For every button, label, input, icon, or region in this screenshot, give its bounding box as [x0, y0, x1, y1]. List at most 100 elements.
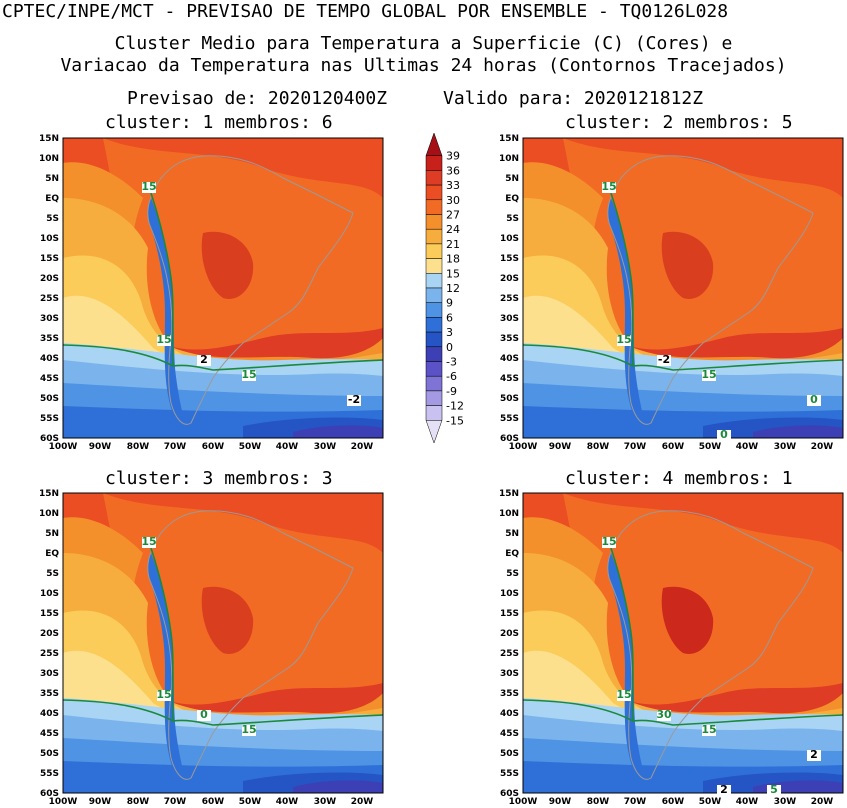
contour-label-bg [347, 395, 361, 406]
lat-tick-label: 45S [500, 374, 519, 384]
coastline [607, 510, 814, 780]
colorbar-label: -15 [446, 414, 464, 427]
lat-tick-label: 55S [500, 414, 519, 424]
lon-tick-label: 90W [89, 797, 112, 807]
lat-tick-label: 60S [40, 434, 59, 444]
colorbar-segment [425, 133, 443, 156]
lat-tick-label: 35S [40, 334, 59, 344]
lon-tick-label: 70W [624, 797, 647, 807]
lon-tick-label: 30W [774, 797, 797, 807]
lon-tick-label: 60W [202, 442, 225, 452]
lat-tick-label: 10N [39, 154, 59, 164]
lat-tick-label: 20S [40, 629, 59, 639]
contour-label-bg [157, 690, 171, 701]
contour-15c [523, 192, 843, 371]
colorbar-label: 24 [446, 223, 460, 236]
contour-label-bg [702, 370, 716, 381]
temperature-band [753, 425, 843, 438]
colorbar-label: -9 [446, 385, 457, 398]
lon-tick-label: 90W [89, 442, 112, 452]
temperature-band [293, 780, 383, 793]
lat-tick-label: 25S [500, 294, 519, 304]
map-panel-cluster-4: 15 15 15 30 2 2 5 15N 10N 5N EQ 5S 10S 15S 20S 25S 30S 35… [460, 488, 845, 808]
lat-tick-label: 5S [46, 569, 59, 579]
contour-label-bg [617, 690, 631, 701]
panel-2-title: cluster: 2 membros: 5 [565, 112, 793, 133]
coastline [607, 155, 814, 425]
contour-label: 0 [810, 393, 818, 406]
colorbar-label: -3 [446, 356, 457, 369]
lat-tick-label: 55S [40, 414, 59, 424]
lat-tick-label: 50S [500, 749, 519, 759]
lat-tick-label: 60S [500, 434, 519, 444]
lon-tick-label: 100W [49, 442, 78, 452]
lat-tick-label: 20S [40, 274, 59, 284]
colorbar-label: 15 [446, 267, 460, 280]
lat-tick-label: 50S [500, 394, 519, 404]
colorbar-label: 21 [446, 238, 460, 251]
lon-tick-label: 70W [624, 442, 647, 452]
lon-tick-label: 40W [276, 797, 299, 807]
colorbar-segment [425, 228, 443, 245]
lon-tick-label: 40W [736, 797, 759, 807]
contour-label: 15 [601, 535, 616, 548]
subtitle-line-1: Cluster Medio para Temperatura a Superfi… [114, 33, 733, 54]
lon-tick-label: 20W [811, 442, 834, 452]
lon-tick-label: 100W [49, 797, 78, 807]
contour-label-bg [157, 335, 171, 346]
lat-tick-label: 10S [500, 589, 519, 599]
contour-label-bg [197, 710, 211, 721]
lat-tick-label: 55S [40, 769, 59, 779]
contour-15c [63, 192, 383, 371]
colorbar-segment [425, 199, 443, 215]
lon-tick-label: 90W [549, 442, 572, 452]
lat-tick-label: 5N [505, 174, 519, 184]
warm-core-region [201, 231, 254, 299]
lat-tick-label: 30S [500, 669, 519, 679]
contour-label: 15 [241, 723, 256, 736]
lat-tick-label: 40S [40, 354, 59, 364]
main-title: CPTEC/INPE/MCT - PREVISAO DE TEMPO GLOBA… [2, 1, 729, 22]
lat-tick-label: 25S [40, 294, 59, 304]
temperature-colorbar: 39 36 33 30 27 24 21 18 15 12 9 6 3 0 -3 -6 -9 -12 -15 [420, 133, 480, 443]
lat-tick-label: 15N [39, 134, 59, 144]
lat-tick-label: 45S [40, 729, 59, 739]
contour-label: 2 [200, 353, 208, 366]
colorbar-segment [425, 302, 443, 318]
colorbar-label: -12 [446, 400, 464, 413]
colorbar-label: 36 [446, 164, 460, 177]
panel-3-title: cluster: 3 membros: 3 [105, 468, 333, 489]
contour-15c [63, 547, 383, 726]
lon-tick-label: 60W [662, 797, 685, 807]
lat-tick-label: 10S [40, 589, 59, 599]
contour-label: 30 [656, 708, 672, 721]
lon-tick-label: 100W [509, 797, 538, 807]
andes-cold-strip [148, 553, 185, 779]
lon-tick-label: 100W [509, 442, 538, 452]
lon-tick-label: 50W [699, 797, 722, 807]
lon-tick-label: 30W [314, 797, 337, 807]
contour-label: 0 [720, 428, 728, 441]
lat-tick-label: 15S [500, 254, 519, 264]
lat-tick-label: 35S [500, 334, 519, 344]
colorbar-label: 33 [446, 179, 460, 192]
colorbar-segment [425, 331, 443, 348]
contour-label-bg [702, 725, 716, 736]
lat-tick-label: 5S [46, 214, 59, 224]
colorbar-segment [425, 317, 443, 333]
contour-label: -2 [348, 393, 360, 406]
lat-tick-label: EQ [505, 549, 519, 559]
lon-tick-label: 50W [239, 797, 262, 807]
lon-tick-label: 40W [276, 442, 299, 452]
lon-tick-label: 20W [351, 442, 374, 452]
contour-label: 2 [810, 748, 818, 761]
lat-tick-label: 15S [40, 254, 59, 264]
contour-label: 15 [701, 368, 716, 381]
colorbar-segment [425, 287, 443, 303]
contour-label-bg [767, 785, 781, 796]
lon-tick-label: 50W [239, 442, 262, 452]
panel-4-title: cluster: 4 membros: 1 [565, 468, 793, 489]
lat-tick-label: 15N [499, 134, 519, 144]
colorbar-segment [425, 273, 443, 289]
lat-tick-label: 15N [499, 489, 519, 499]
